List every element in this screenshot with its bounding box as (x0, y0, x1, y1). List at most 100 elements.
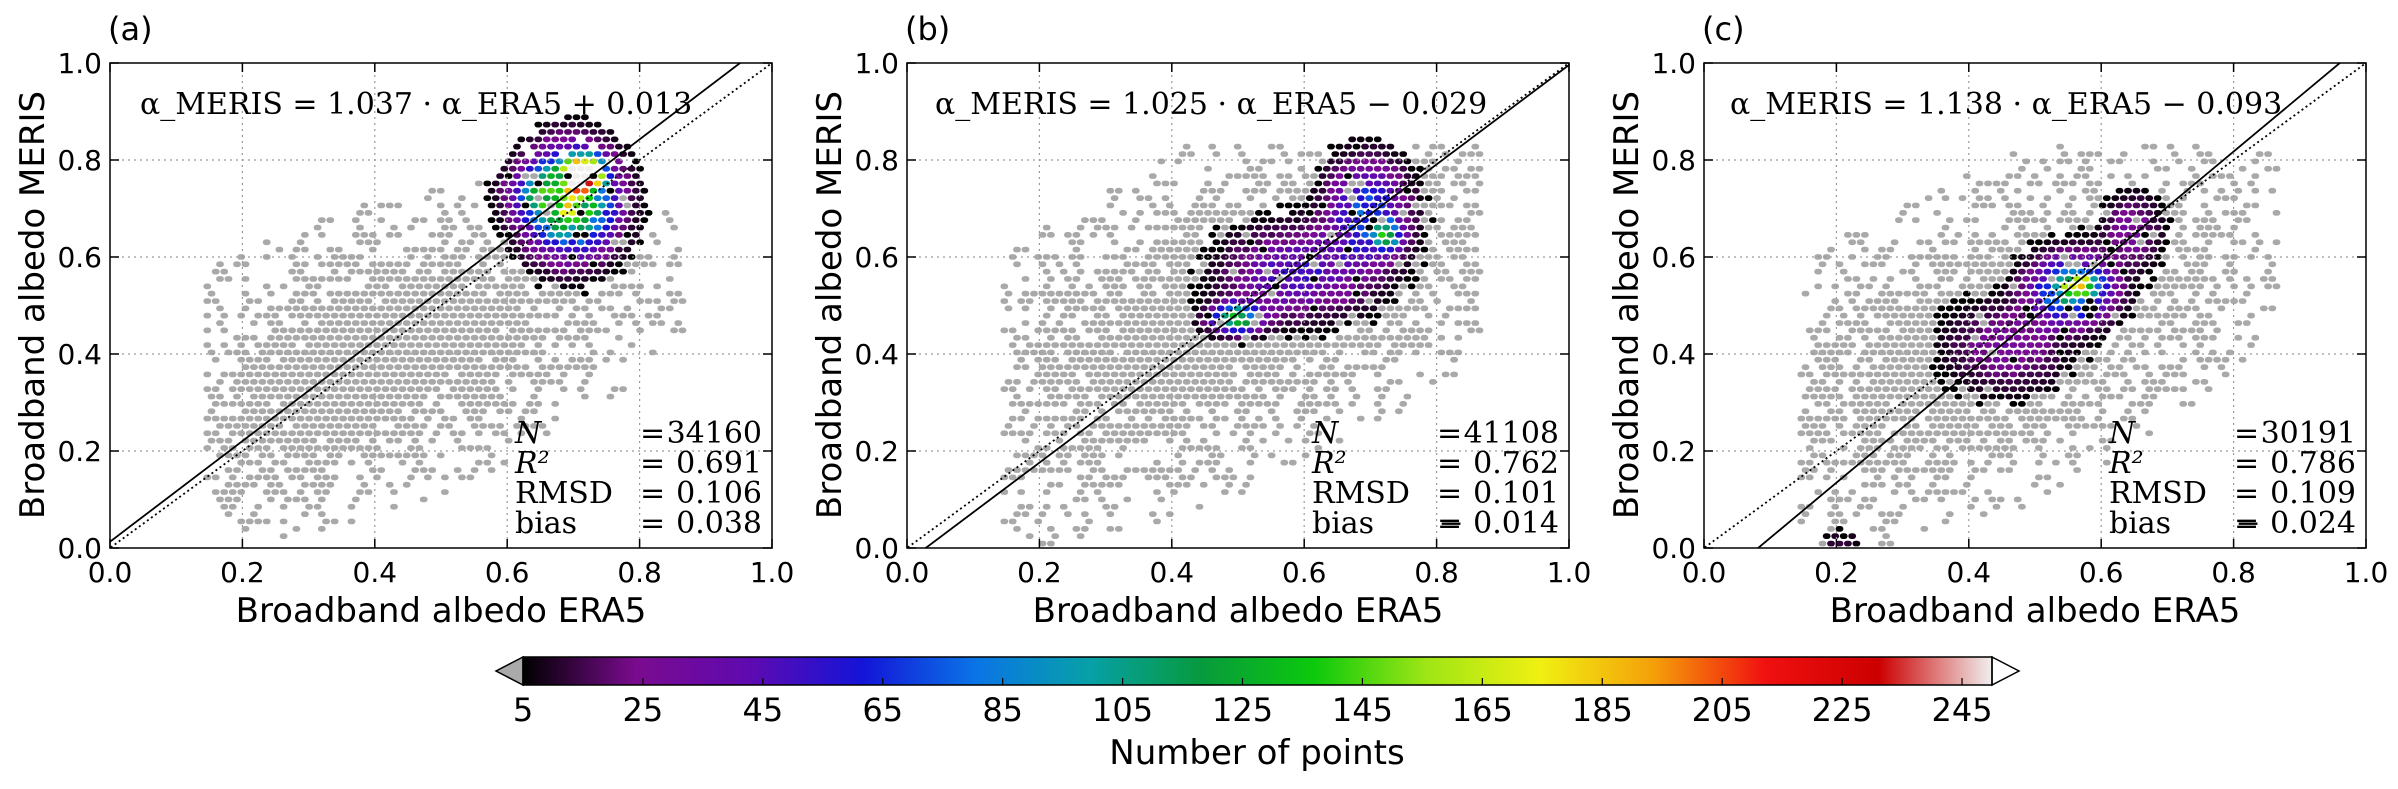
density-cell (1903, 481, 1912, 488)
density-cell (1835, 364, 1844, 370)
density-cell (1102, 415, 1110, 422)
density-cell (1344, 379, 1352, 385)
density-cell (1195, 239, 1204, 246)
density-cell (1352, 320, 1361, 326)
density-cell (368, 379, 377, 385)
density-cell (1899, 415, 1907, 422)
density-cell (1017, 503, 1026, 510)
y-tick-label: 0.8 (1651, 144, 1696, 177)
density-cell (462, 379, 470, 385)
density-cell (1212, 342, 1221, 348)
density-cell (2128, 312, 2137, 319)
density-cell (534, 195, 543, 201)
density-cell (1221, 180, 1229, 187)
density-cell (301, 496, 309, 503)
density-cell (551, 239, 560, 246)
density-cell (1322, 342, 1331, 348)
density-cell (1110, 474, 1119, 481)
density-cell (411, 276, 420, 282)
density-cell (415, 312, 424, 319)
density-cell (542, 298, 551, 304)
density-cell (424, 327, 432, 334)
density-cell (458, 445, 466, 451)
density-cell (1886, 290, 1895, 297)
density-cell (2170, 268, 2179, 275)
density-cell (1844, 290, 1852, 297)
density-cell (1174, 423, 1183, 429)
density-cell (491, 283, 500, 290)
density-cell (2009, 327, 2018, 334)
density-cell (640, 187, 649, 194)
density-cell (1250, 320, 1259, 326)
density-cell (1064, 364, 1072, 370)
density-cell (453, 349, 462, 356)
density-cell (1051, 386, 1060, 392)
density-cell (1131, 467, 1140, 473)
density-cell (1148, 246, 1157, 253)
density-cell (313, 489, 322, 495)
density-cell (2039, 452, 2047, 459)
density-cell (1157, 320, 1166, 326)
density-cell (1119, 298, 1127, 304)
density-cell (1212, 195, 1221, 201)
density-cell (2013, 305, 2022, 312)
density-cell (1250, 452, 1259, 459)
colorbar-tick-label: 225 (1812, 691, 1873, 729)
density-cell (1356, 342, 1365, 348)
density-cell (428, 276, 437, 282)
density-cell (1979, 276, 1988, 282)
density-cell (390, 298, 398, 304)
density-cell (1047, 526, 1055, 532)
density-cell (1102, 342, 1110, 348)
density-cell (1412, 261, 1420, 268)
density-cell (1937, 496, 1946, 503)
density-cell (360, 320, 369, 326)
density-cell (1212, 386, 1221, 392)
density-cell (1263, 342, 1272, 348)
density-cell (1352, 334, 1361, 341)
density-cell (589, 129, 598, 135)
density-cell (1365, 224, 1374, 231)
density-cell (1356, 283, 1365, 290)
density-cell (572, 114, 581, 121)
density-cell (1119, 386, 1127, 392)
density-cell (1412, 217, 1420, 223)
density-cell (347, 327, 356, 334)
density-cell (1996, 261, 2005, 268)
density-cell (1025, 503, 1034, 510)
density-cell (1225, 202, 1234, 209)
density-cell (1301, 408, 1310, 415)
density-cell (1182, 276, 1191, 282)
density-cell (2192, 290, 2200, 297)
density-cell (245, 356, 254, 363)
density-cell (2170, 298, 2179, 304)
density-cell (542, 371, 551, 378)
density-cell (1305, 239, 1314, 246)
density-cell (504, 349, 513, 356)
density-cell (2128, 298, 2137, 304)
density-cell (1424, 210, 1433, 216)
density-cell (220, 401, 229, 407)
density-cell (1106, 393, 1115, 400)
density-cell (1280, 386, 1289, 392)
density-cell (1992, 401, 2001, 407)
density-cell (1967, 283, 1975, 290)
density-cell (288, 327, 296, 334)
density-cell (1988, 320, 1997, 326)
density-cell (525, 327, 534, 334)
density-cell (1979, 437, 1988, 444)
density-cell (1322, 298, 1331, 304)
density-cell (326, 305, 335, 312)
density-cell (2013, 334, 2022, 341)
density-cell (407, 356, 415, 363)
density-cell (1403, 246, 1412, 253)
density-cell (1064, 334, 1072, 341)
density-cell (2039, 423, 2047, 429)
density-cell (424, 371, 432, 378)
density-cell (2213, 327, 2221, 334)
density-cell (1013, 467, 1021, 473)
density-cell (1263, 356, 1272, 363)
density-cell (347, 268, 356, 275)
density-cell (1310, 334, 1318, 341)
density-cell (1000, 386, 1009, 392)
